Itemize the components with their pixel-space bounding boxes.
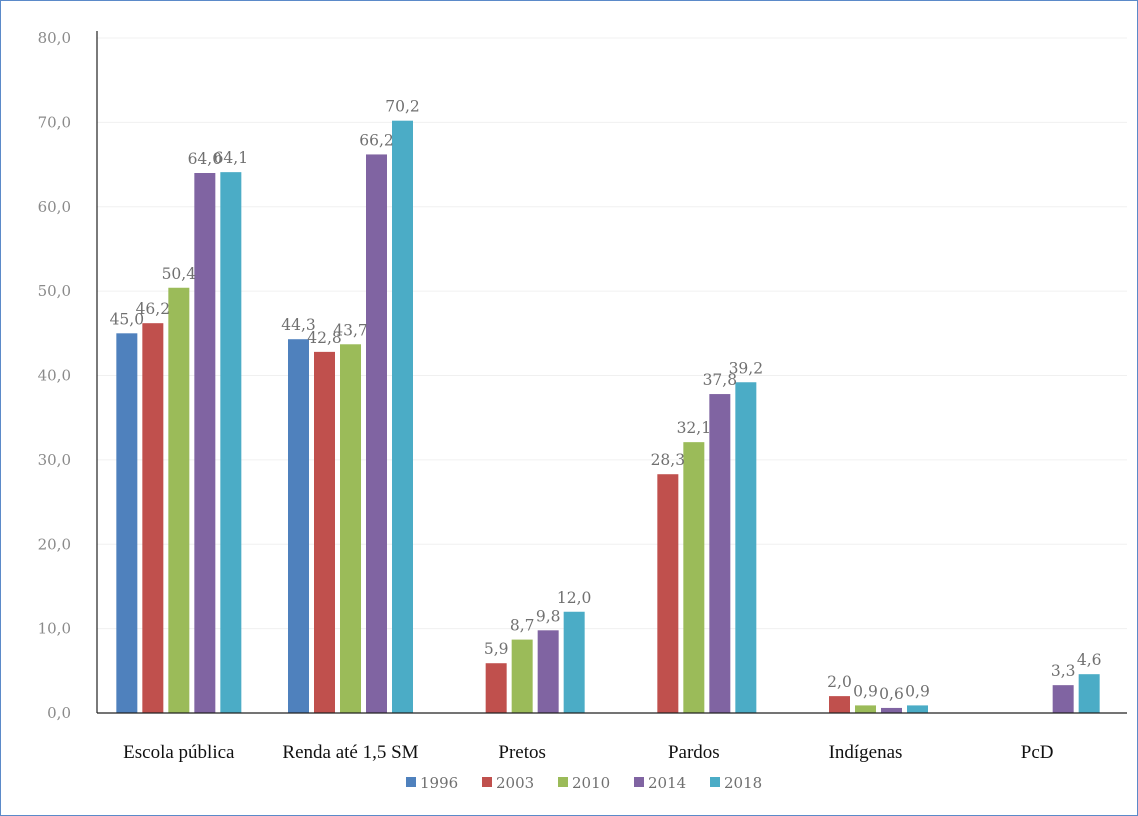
bar [907, 705, 928, 713]
y-tick-label: 80,0 [38, 29, 71, 47]
data-label: 66,2 [359, 131, 394, 149]
data-label: 32,1 [677, 419, 712, 437]
y-tick-label: 70,0 [38, 113, 71, 131]
data-label: 0,9 [905, 682, 930, 700]
legend-label: 2010 [572, 774, 610, 792]
legend-label: 2014 [648, 774, 686, 792]
bar [537, 630, 559, 713]
legend-swatch [634, 777, 644, 787]
data-label: 43,7 [333, 321, 368, 339]
data-label: 46,2 [136, 300, 171, 318]
bar [657, 474, 679, 713]
bar [735, 382, 757, 713]
y-tick-label: 60,0 [38, 198, 71, 216]
data-label: 64,1 [214, 149, 249, 167]
bar [366, 154, 387, 713]
legend-swatch [406, 777, 416, 787]
bar [1078, 674, 1100, 713]
data-labels: 45,046,2 50,4 64,064,1 44,342,843,7 66,2 70,2… [110, 98, 1102, 703]
data-label: 39,2 [729, 359, 764, 377]
bar [485, 663, 507, 713]
data-label: 5,9 [484, 640, 509, 658]
y-tick-label: 10,0 [38, 620, 71, 638]
y-tick-label: 50,0 [38, 282, 71, 300]
x-category-label: PcD [1021, 742, 1054, 763]
data-label: 0,6 [879, 685, 904, 703]
y-tick-label: 40,0 [38, 367, 71, 385]
legend-label: 1996 [420, 774, 458, 792]
data-label: 44,3 [281, 316, 316, 334]
bar [511, 639, 533, 713]
x-category-label: Escola pública [123, 742, 235, 763]
x-category-label: Indígenas [829, 742, 903, 763]
bar [829, 696, 850, 713]
data-label: 64,0 [188, 150, 223, 168]
x-category-label: Pardos [668, 742, 720, 763]
bar [881, 707, 902, 713]
bar [1052, 685, 1074, 713]
legend-swatch [710, 777, 720, 787]
x-category-label: Renda até 1,5 SM [282, 742, 418, 763]
data-label: 9,8 [536, 607, 561, 625]
legend: 1996 2003 2010 2014 2018 [406, 774, 762, 792]
y-tick-label: 20,0 [38, 535, 71, 553]
data-label: 0,9 [853, 682, 878, 700]
legend-swatch [558, 777, 568, 787]
y-tick-label: 0,0 [47, 704, 71, 722]
bar [683, 442, 705, 713]
legend-label: 2018 [724, 774, 762, 792]
bar [168, 287, 190, 713]
data-label: 2,0 [827, 673, 852, 691]
gridlines [97, 37, 1127, 630]
bar [194, 173, 216, 713]
bars [116, 120, 1100, 713]
bar [563, 611, 585, 713]
bar [142, 323, 164, 713]
data-label: 70,2 [385, 98, 420, 116]
bar [288, 339, 309, 713]
bar [709, 394, 731, 713]
y-tick-label: 30,0 [38, 451, 71, 469]
data-label: 37,8 [703, 371, 738, 389]
bar [220, 172, 242, 713]
data-label: 4,6 [1077, 651, 1102, 669]
data-label: 3,3 [1051, 662, 1076, 680]
data-label: 50,4 [162, 265, 197, 283]
legend-swatch [482, 777, 492, 787]
axes: 0,0 10,0 20,0 30,0 40,0 50,0 60,0 70,0 80,0 Escol… [38, 29, 1127, 763]
data-label: 28,3 [651, 451, 686, 469]
x-category-label: Pretos [498, 742, 546, 763]
data-label: 42,8 [307, 329, 342, 347]
bar [392, 120, 413, 713]
data-label: 45,0 [110, 310, 145, 328]
bar [340, 344, 361, 713]
bar [314, 351, 335, 713]
legend-label: 2003 [496, 774, 534, 792]
bar [855, 705, 876, 713]
bar [116, 333, 138, 713]
data-label: 8,7 [510, 617, 535, 635]
data-label: 12,0 [557, 589, 592, 607]
